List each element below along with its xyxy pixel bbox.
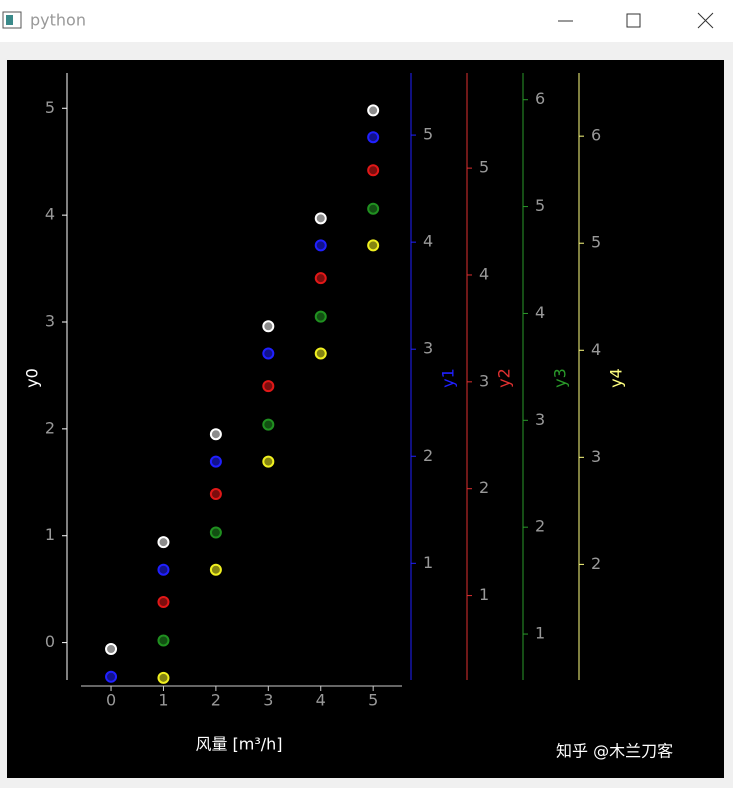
point: [209, 428, 222, 441]
point: [209, 563, 222, 576]
y-tick-label: 4: [45, 205, 55, 224]
point: [314, 212, 327, 225]
point: [105, 643, 118, 656]
y-axis-label: y2: [495, 368, 514, 388]
y-tick-label: 3: [423, 339, 433, 358]
point: [157, 563, 170, 576]
point: [314, 239, 327, 252]
y-tick-label: 5: [479, 158, 489, 177]
x-tick-label: 0: [106, 691, 116, 710]
close-button[interactable]: [697, 12, 714, 29]
chart: 0 1 2 3 4 5 风量 [m³/h] 0 1 2 3 4 5 y0 1 2 3 4 5 y1 1 2 3 4 5 y2 1 2 3…: [23, 73, 626, 754]
point: [314, 310, 327, 323]
y-tick-label: 4: [535, 303, 545, 322]
x-tick-label: 3: [263, 691, 273, 710]
point: [367, 239, 380, 252]
x-tick-label: 1: [158, 691, 168, 710]
point: [105, 670, 118, 683]
point: [367, 104, 380, 117]
app-icon-inner: [6, 15, 13, 25]
point: [262, 347, 275, 360]
point: [367, 202, 380, 215]
y-axis-label: y3: [551, 368, 570, 388]
point: [262, 380, 275, 393]
y-tick-label: 3: [591, 447, 601, 466]
y-tick-label: 4: [479, 264, 489, 283]
x-axis-label: 风量 [m³/h]: [195, 735, 282, 754]
y-tick-label: 5: [423, 125, 433, 144]
y-tick-label: 2: [45, 418, 55, 437]
point: [157, 595, 170, 608]
x-tick-label: 5: [368, 691, 378, 710]
y-tick-label: 1: [423, 553, 433, 572]
y-tick-label: 4: [423, 232, 433, 251]
watermark: 知乎 @木兰刀客: [556, 742, 673, 761]
title-bar: [0, 0, 733, 42]
y-tick-label: 5: [45, 98, 55, 117]
window-title: python: [30, 11, 86, 30]
point: [262, 418, 275, 431]
point: [367, 164, 380, 177]
y-tick-label: 5: [535, 196, 545, 215]
y-tick-label: 3: [45, 311, 55, 330]
point: [262, 455, 275, 468]
y-tick-label: 3: [535, 410, 545, 429]
x-tick-label: 2: [211, 691, 221, 710]
y-tick-label: 1: [479, 585, 489, 604]
point: [209, 488, 222, 501]
y-tick-label: 3: [479, 371, 489, 390]
y-tick-label: 6: [535, 89, 545, 108]
point: [262, 320, 275, 333]
y-axis-label: y1: [439, 368, 458, 388]
y-tick-label: 2: [479, 478, 489, 497]
y-axis-label: y0: [23, 368, 42, 388]
y-axis-label: y4: [607, 368, 626, 388]
y-tick-label: 5: [591, 233, 601, 252]
y-tick-label: 4: [591, 340, 601, 359]
point: [209, 526, 222, 539]
point: [314, 347, 327, 360]
point: [209, 455, 222, 468]
point: [367, 131, 380, 144]
plot-area: [7, 60, 724, 778]
y-tick-label: 2: [535, 517, 545, 536]
y-tick-label: 0: [45, 632, 55, 651]
y-tick-label: 2: [423, 446, 433, 465]
point: [157, 536, 170, 549]
point: [157, 634, 170, 647]
point: [314, 272, 327, 285]
y-tick-label: 6: [591, 126, 601, 145]
y-tick-label: 1: [45, 525, 55, 544]
y-tick-label: 1: [535, 624, 545, 643]
maximize-button[interactable]: [626, 13, 641, 28]
x-tick-label: 4: [316, 691, 326, 710]
y-tick-label: 2: [591, 554, 601, 573]
point: [157, 671, 170, 684]
